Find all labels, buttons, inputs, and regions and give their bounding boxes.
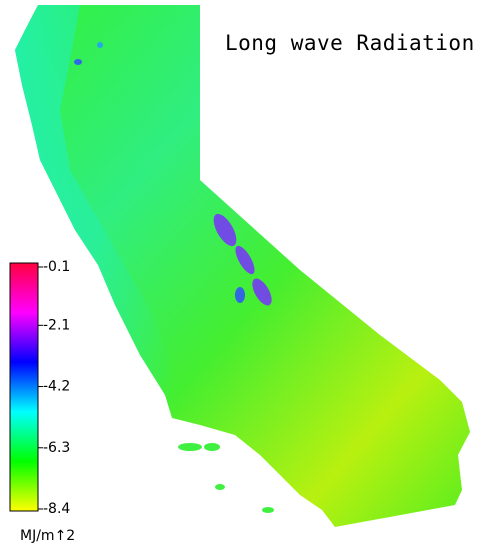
colorbar-tick-label: -2.1 xyxy=(43,317,70,333)
colorbar-tick-label: -0.1 xyxy=(43,259,70,275)
colorbar-tick-label: -6.3 xyxy=(43,440,70,456)
colorbar-ticks: -0.1 -2.1 -4.2 -6.3 -8.4 xyxy=(38,259,70,517)
channel-islands xyxy=(178,443,274,513)
colorbar-tick-label: -4.2 xyxy=(43,379,70,395)
colorbar-unit: MJ/m↑2 xyxy=(20,528,75,544)
coastal-band xyxy=(15,5,175,418)
colorbar xyxy=(9,262,39,512)
title: Long wave Radiation xyxy=(225,31,475,55)
sierra-nevada xyxy=(74,42,272,306)
colorbar-tick-label: -8.4 xyxy=(43,501,70,517)
